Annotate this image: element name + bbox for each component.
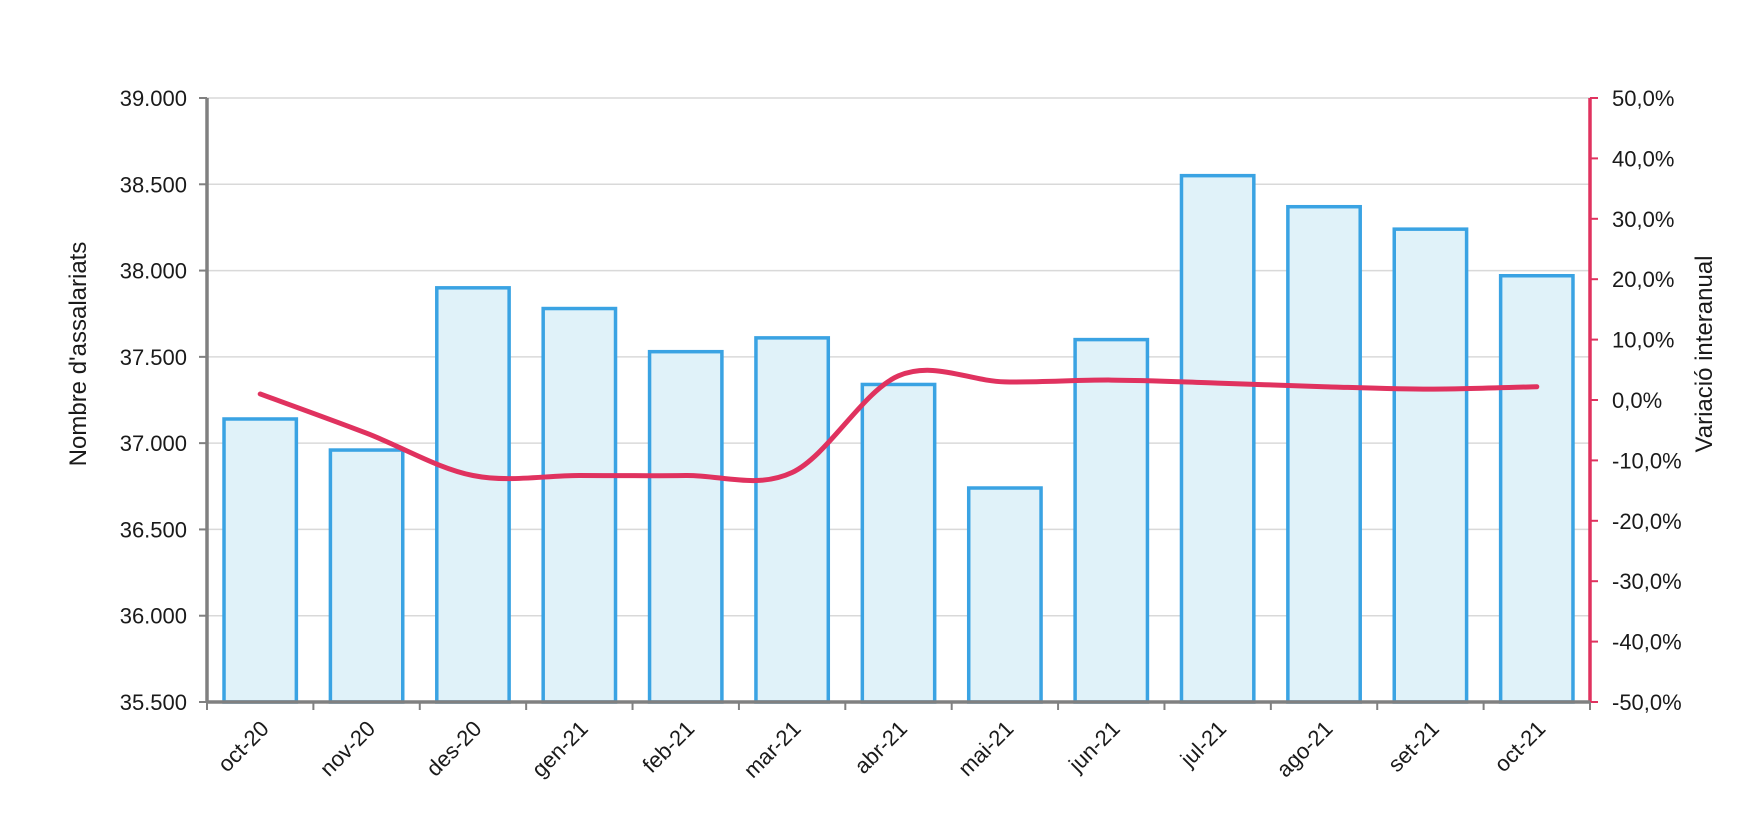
x-tick-label: mai-21 (953, 716, 1018, 781)
y2-tick-label: 10,0% (1612, 328, 1674, 353)
y2-tick-label: 50,0% (1612, 86, 1674, 111)
x-tick-label: set-21 (1383, 716, 1444, 777)
bar (1498, 273, 1575, 704)
y2-tick-label: 20,0% (1612, 267, 1674, 292)
y2-axis-title: Variació interanual (1691, 255, 1718, 452)
y-tick-label: 37.000 (120, 431, 187, 456)
x-tick-label: nov-20 (315, 716, 380, 781)
x-tick-label: oct-20 (213, 716, 274, 777)
bar (860, 382, 937, 704)
y-tick-label: 38.500 (120, 172, 187, 197)
bar (222, 417, 299, 704)
y-tick-label: 36.000 (120, 604, 187, 629)
x-tick-label: abr-21 (849, 716, 912, 779)
bar (1286, 204, 1362, 704)
y2-tick-label: -30,0% (1612, 569, 1682, 594)
bar (1179, 173, 1256, 704)
bar (1073, 337, 1150, 704)
y-tick-label: 35.500 (120, 690, 187, 715)
y2-tick-label: -50,0% (1612, 690, 1682, 715)
line-series (257, 367, 1540, 484)
bar (435, 286, 511, 704)
x-tick-label: gen-21 (527, 716, 593, 782)
x-tick-label: feb-21 (637, 716, 699, 778)
bar-series (222, 173, 1575, 704)
y2-tick-label: -20,0% (1612, 509, 1682, 534)
x-tick-label: oct-21 (1489, 716, 1550, 777)
x-tick-label: jul-21 (1175, 716, 1231, 772)
bar (541, 306, 618, 704)
x-tick-label: mar-21 (739, 716, 806, 783)
y-tick-label: 38.000 (120, 259, 187, 284)
bar (966, 486, 1043, 704)
y2-tick-label: -10,0% (1612, 448, 1682, 473)
y-tick-label: 37.500 (120, 345, 187, 370)
y2-tick-label: 30,0% (1612, 207, 1674, 232)
bar (754, 336, 831, 704)
y-axis-title: Nombre d'assalariats (65, 242, 92, 467)
bar (647, 349, 724, 704)
y2-tick-label: 0,0% (1612, 388, 1662, 413)
variation-line (257, 367, 1540, 484)
axes (199, 97, 1598, 710)
bar (328, 448, 405, 704)
y2-tick-label: -40,0% (1612, 630, 1682, 655)
y2-tick-label: 40,0% (1612, 146, 1674, 171)
x-tick-label: des-20 (421, 716, 486, 781)
bar (1392, 227, 1469, 704)
x-tick-label: ago-21 (1271, 716, 1337, 782)
y-tick-label: 36.500 (120, 517, 187, 542)
y-tick-label: 39.000 (120, 86, 187, 111)
x-tick-label: jun-21 (1063, 716, 1125, 778)
